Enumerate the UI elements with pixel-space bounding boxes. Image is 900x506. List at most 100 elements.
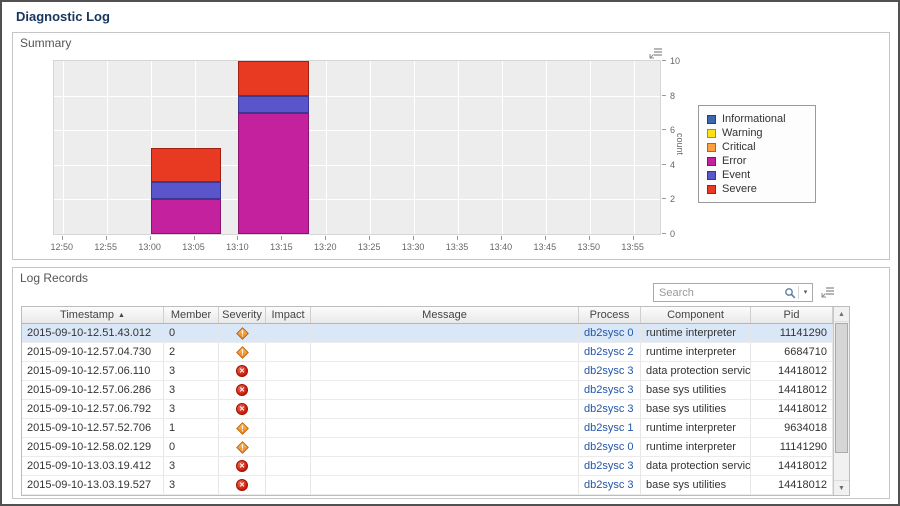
- cell-pid: 11141290: [751, 438, 833, 456]
- search-dropdown-caret[interactable]: ▾: [798, 286, 812, 299]
- summary-panel-title: Summary: [20, 36, 72, 50]
- legend-swatch: [707, 128, 716, 138]
- cell-impact: [266, 381, 311, 399]
- cell-component: runtime interpreter: [641, 419, 751, 437]
- vertical-scrollbar[interactable]: ▲ ▼: [833, 307, 849, 495]
- table-menu-icon[interactable]: [821, 285, 835, 299]
- cell-member: 0: [164, 438, 219, 456]
- column-header-impact[interactable]: Impact: [266, 307, 311, 323]
- x-tick-label: 13:00: [138, 242, 161, 252]
- column-header-label: Severity: [222, 309, 262, 321]
- gridline-vertical: [633, 61, 635, 234]
- column-header-label: Pid: [783, 309, 800, 321]
- column-header-pid[interactable]: Pid: [751, 307, 833, 323]
- gridline-horizontal: [54, 199, 660, 201]
- cell-member: 1: [164, 419, 219, 437]
- cell-member: 3: [164, 381, 219, 399]
- cell-impact: [266, 438, 311, 456]
- cell-message: [311, 438, 579, 456]
- legend-item-error[interactable]: Error: [707, 154, 807, 168]
- x-tick-label: 13:55: [621, 242, 644, 252]
- cell-component: runtime interpreter: [641, 438, 751, 456]
- bar-segment-severe[interactable]: [150, 147, 221, 183]
- table-row[interactable]: 2015-09-10-12.58.02.129 0! db2sysc 0 runtim…: [22, 438, 833, 457]
- cell-member: 0: [164, 324, 219, 342]
- column-header-severity[interactable]: Severity: [219, 307, 266, 323]
- scrollbar-down-button[interactable]: ▼: [834, 480, 849, 495]
- scrollbar-thumb[interactable]: [835, 323, 848, 453]
- y-tick-label: 10: [670, 56, 681, 66]
- error-icon: ✕: [236, 365, 248, 377]
- x-tickmark: [237, 236, 239, 240]
- y-tick-label: 6: [670, 125, 676, 136]
- process-link[interactable]: db2sysc 1: [579, 419, 641, 437]
- table-row[interactable]: 2015-09-10-13.03.19.527 3 ✕ db2sysc 3 base s…: [22, 476, 833, 495]
- column-header-message[interactable]: Message: [311, 307, 579, 323]
- process-link[interactable]: db2sysc 0: [579, 438, 641, 456]
- column-header-component[interactable]: Component: [641, 307, 751, 323]
- table-row[interactable]: 2015-09-10-12.57.06.286 3 ✕ db2sysc 3 base s…: [22, 381, 833, 400]
- bar-segment-error[interactable]: [238, 112, 309, 234]
- table-row[interactable]: 2015-09-10-12.57.52.706 1! db2sysc 1 runtim…: [22, 419, 833, 438]
- cell-pid: 11141290: [751, 324, 833, 342]
- gridline-vertical: [326, 61, 328, 234]
- cell-timestamp: 2015-09-10-12.57.06.110: [22, 362, 164, 380]
- process-link[interactable]: db2sysc 3: [579, 400, 641, 418]
- table-row[interactable]: 2015-09-10-13.03.19.412 3 ✕ db2sysc 3 data p…: [22, 457, 833, 476]
- column-header-timestamp[interactable]: Timestamp ▲: [22, 307, 164, 323]
- y-tickmark: [662, 94, 666, 96]
- gridline-vertical: [370, 61, 372, 234]
- column-header-label: Component: [667, 309, 724, 321]
- cell-severity: !: [219, 438, 266, 456]
- process-link[interactable]: db2sysc 3: [579, 476, 641, 494]
- table-row[interactable]: 2015-09-10-12.57.06.110 3 ✕ db2sysc 3 data p…: [22, 362, 833, 381]
- legend-item-severe[interactable]: Severe: [707, 182, 807, 196]
- x-tick-label: 13:05: [182, 242, 205, 252]
- error-icon: ✕: [236, 460, 248, 472]
- column-header-process[interactable]: Process: [579, 307, 641, 323]
- chart-plot: [53, 60, 661, 235]
- log-table: Timestamp ▲ Member Severity Impact Message Pro…: [21, 306, 850, 496]
- legend-item-event[interactable]: Event: [707, 168, 807, 182]
- bar-segment-event[interactable]: [238, 95, 309, 113]
- cell-member: 2: [164, 343, 219, 361]
- cell-component: base sys utilities: [641, 476, 751, 494]
- process-link[interactable]: db2sysc 2: [579, 343, 641, 361]
- cell-member: 3: [164, 362, 219, 380]
- chart-menu-icon[interactable]: [649, 46, 663, 60]
- legend-item-informational[interactable]: Informational: [707, 112, 807, 126]
- legend-swatch: [707, 114, 716, 124]
- process-link[interactable]: db2sysc 3: [579, 457, 641, 475]
- cell-impact: [266, 343, 311, 361]
- cell-pid: 14418012: [751, 476, 833, 494]
- process-link[interactable]: db2sysc 0: [579, 324, 641, 342]
- column-header-label: Member: [170, 309, 212, 321]
- cell-pid: 9634018: [751, 419, 833, 437]
- legend-item-warning[interactable]: Warning: [707, 126, 807, 140]
- bar-segment-severe[interactable]: [238, 61, 309, 96]
- process-link[interactable]: db2sysc 3: [579, 362, 641, 380]
- column-header-member[interactable]: Member: [164, 307, 219, 323]
- table-row[interactable]: 2015-09-10-12.57.04.730 2! db2sysc 2 runtim…: [22, 343, 833, 362]
- legend-item-critical[interactable]: Critical: [707, 140, 807, 154]
- scrollbar-up-button[interactable]: ▲: [834, 307, 849, 322]
- cell-timestamp: 2015-09-10-12.57.04.730: [22, 343, 164, 361]
- warning-icon: !: [235, 421, 249, 435]
- cell-severity: ✕: [219, 381, 266, 399]
- process-link[interactable]: db2sysc 3: [579, 381, 641, 399]
- cell-impact: [266, 457, 311, 475]
- legend-label: Informational: [722, 113, 786, 125]
- bar-segment-error[interactable]: [150, 199, 221, 234]
- table-row[interactable]: 2015-09-10-12.51.43.012 0! db2sysc 0 runtim…: [22, 324, 833, 343]
- x-tickmark: [105, 236, 107, 240]
- x-tickmark: [193, 236, 195, 240]
- table-row[interactable]: 2015-09-10-12.57.06.792 3 ✕ db2sysc 3 base s…: [22, 400, 833, 419]
- column-header-label: Impact: [271, 309, 305, 321]
- x-tick-label: 13:50: [577, 242, 600, 252]
- search-input[interactable]: [654, 286, 782, 299]
- x-tick-label: 13:20: [313, 242, 337, 252]
- cell-member: 3: [164, 400, 219, 418]
- bar-segment-event[interactable]: [150, 182, 221, 200]
- cell-message: [311, 457, 579, 475]
- search-icon[interactable]: [782, 287, 798, 299]
